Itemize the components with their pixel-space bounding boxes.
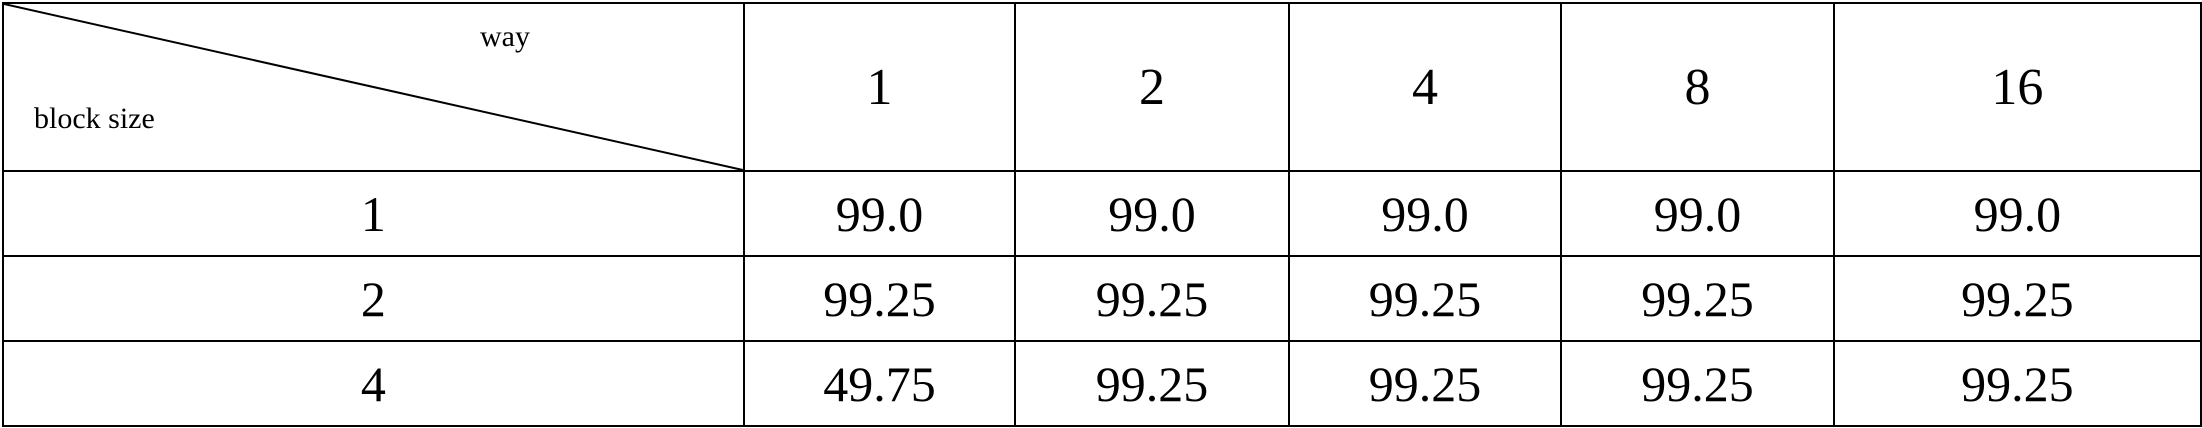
column-header: 8: [1560, 2, 1835, 172]
table-cell: 99.25: [1832, 255, 2202, 342]
table-cell: 99.25: [1014, 255, 1290, 342]
table-row: 2 99.25 99.25 99.25 99.25 99.25: [2, 255, 2202, 342]
row-header: 2: [2, 255, 745, 342]
table-cell: 99.25: [1832, 340, 2202, 427]
table-cell: 99.0: [1014, 170, 1290, 257]
table-cell: 99.25: [1287, 340, 1563, 427]
table-cell: 99.25: [1560, 340, 1835, 427]
table-cell: 99.25: [1014, 340, 1290, 427]
corner-header-cell: way block size: [2, 2, 745, 172]
table-row: 4 49.75 99.25 99.25 99.25 99.25: [2, 340, 2202, 427]
table-cell: 99.0: [742, 170, 1017, 257]
table-cell: 99.25: [1287, 255, 1563, 342]
row-header: 1: [2, 170, 745, 257]
table-cell: 99.25: [742, 255, 1017, 342]
column-header: 2: [1014, 2, 1290, 172]
header-row: way block size 1 2 4 8 16: [2, 2, 2202, 172]
table-cell: 49.75: [742, 340, 1017, 427]
column-header: 1: [742, 2, 1017, 172]
column-header: 16: [1832, 2, 2202, 172]
diagonal-divider: [4, 5, 742, 169]
table-cell: 99.25: [1560, 255, 1835, 342]
column-header: 4: [1287, 2, 1563, 172]
corner-label-way: way: [480, 20, 530, 53]
table-cell: 99.0: [1287, 170, 1563, 257]
table-cell: 99.0: [1560, 170, 1835, 257]
table-row: 1 99.0 99.0 99.0 99.0 99.0: [2, 170, 2202, 257]
table-cell: 99.0: [1832, 170, 2202, 257]
row-header: 4: [2, 340, 745, 427]
corner-label-block-size: block size: [34, 102, 155, 135]
